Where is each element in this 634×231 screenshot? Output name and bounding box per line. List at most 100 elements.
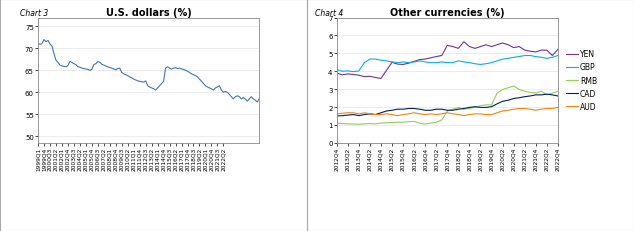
GBP xyxy=(482,63,490,66)
CAD xyxy=(349,114,357,116)
AUD xyxy=(521,108,529,110)
GBP xyxy=(339,70,346,73)
CAD xyxy=(427,109,434,112)
GBP xyxy=(383,60,391,63)
GBP xyxy=(499,58,507,61)
AUD xyxy=(460,115,468,118)
RMB xyxy=(438,119,446,122)
AUD xyxy=(554,106,562,109)
CAD xyxy=(465,106,473,109)
AUD xyxy=(388,114,396,116)
RMB xyxy=(427,122,434,125)
CAD xyxy=(410,108,418,110)
RMB xyxy=(526,91,534,94)
CAD xyxy=(471,106,479,109)
GBP xyxy=(438,61,446,64)
AUD xyxy=(410,112,418,115)
YEN xyxy=(361,76,368,79)
RMB xyxy=(477,105,484,108)
AUD xyxy=(548,108,556,110)
CAD xyxy=(493,103,501,106)
GBP xyxy=(404,62,412,65)
YEN xyxy=(515,46,523,49)
GBP xyxy=(416,60,424,63)
YEN xyxy=(422,58,429,61)
YEN xyxy=(372,77,379,79)
GBP xyxy=(349,71,357,74)
AUD xyxy=(532,109,540,112)
RMB xyxy=(449,108,456,111)
RMB xyxy=(404,121,412,124)
AUD xyxy=(471,113,479,116)
AUD xyxy=(344,112,352,115)
CAD xyxy=(361,114,368,116)
GBP xyxy=(465,62,473,65)
YEN xyxy=(548,55,556,58)
AUD xyxy=(422,114,429,116)
RMB xyxy=(538,91,545,93)
GBP xyxy=(444,62,451,65)
YEN xyxy=(355,74,363,77)
YEN xyxy=(493,44,501,47)
CAD xyxy=(383,110,391,113)
RMB xyxy=(349,123,357,126)
RMB xyxy=(444,110,451,113)
CAD xyxy=(504,99,512,102)
YEN xyxy=(532,51,540,54)
CAD xyxy=(404,108,412,110)
CAD xyxy=(333,115,340,118)
YEN xyxy=(427,57,434,60)
YEN xyxy=(455,48,462,51)
RMB xyxy=(410,120,418,123)
GBP xyxy=(543,58,551,61)
RMB xyxy=(465,108,473,110)
Title: Other currencies (%): Other currencies (%) xyxy=(390,8,505,18)
CAD xyxy=(344,114,352,117)
GBP xyxy=(366,58,373,61)
GBP xyxy=(432,62,440,65)
AUD xyxy=(372,114,379,116)
RMB xyxy=(377,122,385,125)
CAD xyxy=(515,97,523,100)
YEN xyxy=(471,48,479,51)
YEN xyxy=(404,63,412,65)
CAD xyxy=(432,108,440,111)
AUD xyxy=(482,114,490,116)
AUD xyxy=(477,113,484,116)
CAD xyxy=(355,115,363,118)
AUD xyxy=(349,112,357,115)
AUD xyxy=(526,108,534,111)
Line: CAD: CAD xyxy=(337,95,558,116)
AUD xyxy=(510,108,517,111)
CAD xyxy=(372,114,379,116)
RMB xyxy=(471,106,479,109)
CAD xyxy=(521,96,529,99)
YEN xyxy=(543,49,551,52)
YEN xyxy=(521,49,529,52)
RMB xyxy=(493,92,501,95)
AUD xyxy=(416,113,424,116)
YEN xyxy=(399,64,407,67)
AUD xyxy=(465,114,473,116)
YEN xyxy=(333,72,340,75)
YEN xyxy=(344,73,352,76)
GBP xyxy=(548,57,556,59)
RMB xyxy=(372,123,379,126)
YEN xyxy=(349,74,357,76)
RMB xyxy=(543,94,551,97)
GBP xyxy=(449,62,456,65)
YEN xyxy=(477,46,484,49)
YEN xyxy=(388,62,396,64)
YEN xyxy=(538,49,545,52)
GBP xyxy=(515,56,523,59)
Line: AUD: AUD xyxy=(337,108,558,116)
AUD xyxy=(366,113,373,116)
CAD xyxy=(543,93,551,96)
AUD xyxy=(404,113,412,116)
RMB xyxy=(515,89,523,91)
YEN xyxy=(377,78,385,80)
AUD xyxy=(493,112,501,115)
AUD xyxy=(515,108,523,110)
CAD xyxy=(482,106,490,109)
GBP xyxy=(504,58,512,61)
